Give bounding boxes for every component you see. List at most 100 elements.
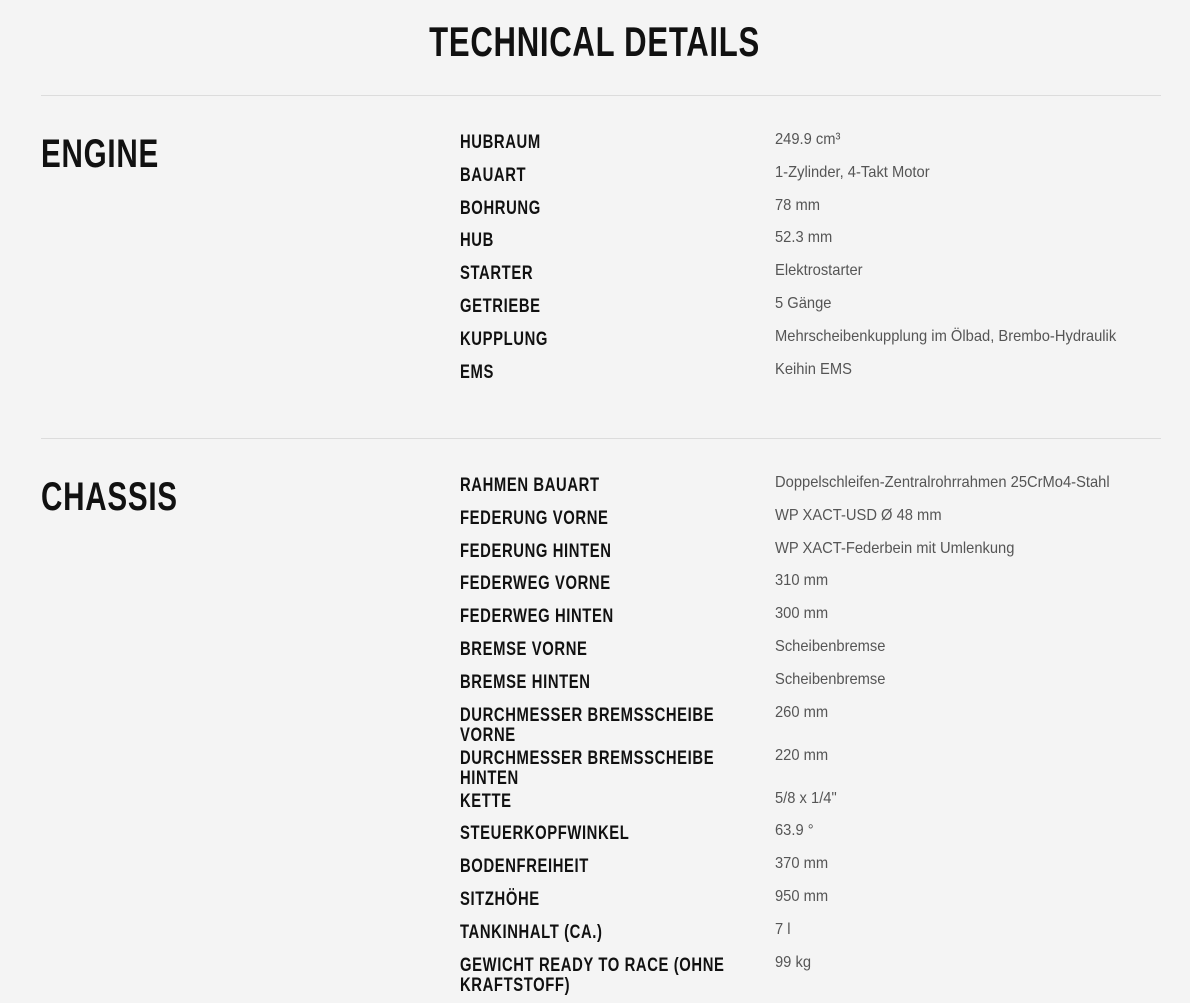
- spec-row: TANKINHALT (CA.) 7 l: [460, 920, 1161, 953]
- spec-label: GETRIEBE: [460, 294, 775, 327]
- spec-label: SITZHÖHE: [460, 887, 775, 920]
- spec-label-text: GEWICHT READY TO RACE (OHNE KRAFTSTOFF): [460, 953, 725, 996]
- spec-label-text: GETRIEBE: [460, 294, 541, 317]
- spec-label-text: STARTER: [460, 262, 534, 285]
- spec-label-text: SITZHÖHE: [460, 887, 540, 910]
- chassis-section: CHASSIS RAHMEN BAUART Doppelschleifen-Zen…: [41, 438, 1161, 1003]
- section-heading-text: ENGINE: [41, 132, 159, 176]
- spec-label: FEDERUNG VORNE: [460, 506, 775, 539]
- spec-value: Scheibenbremse: [775, 670, 886, 688]
- spec-row: DURCHMESSER BREMSSCHEIBE VORNE 260 mm: [460, 703, 1161, 746]
- spec-row: HUB 52.3 mm: [460, 228, 1161, 261]
- spec-row: HUBRAUM 249.9 cm³: [460, 130, 1161, 163]
- spec-label: DURCHMESSER BREMSSCHEIBE VORNE: [460, 703, 775, 746]
- spec-value: 1-Zylinder, 4-Takt Motor: [775, 163, 930, 181]
- spec-label-text: KUPPLUNG: [460, 327, 549, 350]
- spec-value: 99 kg: [775, 953, 812, 971]
- spec-value: 249.9 cm³: [775, 131, 841, 148]
- spec-label-text: DURCHMESSER BREMSSCHEIBE VORNE: [460, 703, 715, 746]
- spec-row: BOHRUNG 78 mm: [460, 196, 1161, 229]
- spec-row: FEDERUNG HINTEN WP XACT-Federbein mit Uml…: [460, 539, 1161, 572]
- spec-list: HUBRAUM 249.9 cm³ BAUART 1-Zylinder, 4-Takt…: [460, 130, 1161, 392]
- spec-value: 7 l: [775, 920, 791, 938]
- spec-label-text: BOHRUNG: [460, 196, 541, 219]
- spec-row: STEUERKOPFWINKEL 63.9 °: [460, 821, 1161, 854]
- spec-value: WP XACT-Federbein mit Umlenkung: [775, 539, 1015, 557]
- spec-value: 78 mm: [775, 196, 820, 214]
- spec-list: RAHMEN BAUART Doppelschleifen-Zentralrohr…: [460, 473, 1161, 996]
- spec-value: 260 mm: [775, 703, 829, 721]
- page-title: TECHNICAL DETAILS: [0, 18, 1190, 66]
- spec-label-text: EMS: [460, 360, 494, 383]
- section-heading-text: CHASSIS: [41, 475, 178, 519]
- spec-value: Doppelschleifen-Zentralrohrrahmen 25CrMo…: [775, 474, 1110, 491]
- spec-row: DURCHMESSER BREMSSCHEIBE HINTEN 220 mm: [460, 746, 1161, 789]
- spec-row: FEDERWEG VORNE 310 mm: [460, 571, 1161, 604]
- spec-row: BAUART 1-Zylinder, 4-Takt Motor: [460, 163, 1161, 196]
- spec-value: Elektrostarter: [775, 262, 863, 280]
- spec-label: BREMSE HINTEN: [460, 670, 775, 703]
- spec-label: BOHRUNG: [460, 196, 775, 229]
- spec-label: FEDERWEG HINTEN: [460, 604, 775, 637]
- spec-value: 63.9 °: [775, 822, 814, 840]
- spec-value: 5/8 x 1/4": [775, 789, 837, 807]
- spec-label-text: DURCHMESSER BREMSSCHEIBE HINTEN: [460, 746, 715, 789]
- spec-value: 52.3 mm: [775, 229, 833, 247]
- spec-label-text: FEDERWEG VORNE: [460, 572, 611, 595]
- spec-value: 220 mm: [775, 746, 829, 764]
- spec-row: SITZHÖHE 950 mm: [460, 887, 1161, 920]
- spec-label-text: FEDERUNG HINTEN: [460, 539, 612, 562]
- spec-label-text: STEUERKOPFWINKEL: [460, 822, 630, 845]
- spec-row: BREMSE HINTEN Scheibenbremse: [460, 670, 1161, 703]
- spec-row: FEDERWEG HINTEN 300 mm: [460, 604, 1161, 637]
- spec-label: EMS: [460, 360, 775, 393]
- spec-label-text: BREMSE HINTEN: [460, 670, 591, 693]
- section-heading: CHASSIS: [41, 475, 441, 520]
- spec-row: EMS Keihin EMS: [460, 360, 1161, 393]
- engine-section: ENGINE HUBRAUM 249.9 cm³ BAUART 1-Zylinder,…: [41, 95, 1161, 439]
- spec-value: Mehrscheibenkupplung im Ölbad, Brembo-Hy…: [775, 327, 1117, 345]
- spec-label-text: FEDERWEG HINTEN: [460, 605, 614, 628]
- spec-label: STEUERKOPFWINKEL: [460, 821, 775, 854]
- spec-row: GETRIEBE 5 Gänge: [460, 294, 1161, 327]
- spec-label-text: HUB: [460, 229, 494, 252]
- spec-row: GEWICHT READY TO RACE (OHNE KRAFTSTOFF) 9…: [460, 953, 1161, 996]
- spec-value: Keihin EMS: [775, 360, 852, 378]
- spec-label: HUB: [460, 228, 775, 261]
- spec-label: FEDERUNG HINTEN: [460, 539, 775, 572]
- spec-label: TANKINHALT (CA.): [460, 920, 775, 953]
- spec-label-text: FEDERUNG VORNE: [460, 506, 609, 529]
- spec-value: 300 mm: [775, 605, 829, 623]
- spec-label: BODENFREIHEIT: [460, 854, 775, 887]
- page-title-text: TECHNICAL DETAILS: [429, 18, 761, 65]
- spec-label: DURCHMESSER BREMSSCHEIBE HINTEN: [460, 746, 775, 789]
- spec-value: Scheibenbremse: [775, 637, 886, 655]
- spec-label-text: BODENFREIHEIT: [460, 855, 589, 878]
- spec-row: KUPPLUNG Mehrscheibenkupplung im Ölbad, B…: [460, 327, 1161, 360]
- spec-label: GEWICHT READY TO RACE (OHNE KRAFTSTOFF): [460, 953, 775, 996]
- spec-label: HUBRAUM: [460, 130, 775, 163]
- spec-row: BODENFREIHEIT 370 mm: [460, 854, 1161, 887]
- spec-row: STARTER Elektrostarter: [460, 261, 1161, 294]
- spec-value: 950 mm: [775, 887, 829, 905]
- spec-row: BREMSE VORNE Scheibenbremse: [460, 637, 1161, 670]
- section-heading: ENGINE: [41, 132, 441, 177]
- spec-label-text: BREMSE VORNE: [460, 637, 588, 660]
- spec-row: RAHMEN BAUART Doppelschleifen-Zentralrohr…: [460, 473, 1161, 506]
- spec-label: FEDERWEG VORNE: [460, 571, 775, 604]
- spec-value: 310 mm: [775, 572, 829, 590]
- spec-label: BAUART: [460, 163, 775, 196]
- spec-label: RAHMEN BAUART: [460, 473, 775, 506]
- spec-label-text: BAUART: [460, 163, 527, 186]
- spec-label-text: RAHMEN BAUART: [460, 474, 600, 496]
- spec-value: WP XACT-USD Ø 48 mm: [775, 506, 942, 524]
- spec-row: FEDERUNG VORNE WP XACT-USD Ø 48 mm: [460, 506, 1161, 539]
- spec-row: KETTE 5/8 x 1/4": [460, 789, 1161, 822]
- spec-label-text: KETTE: [460, 789, 512, 812]
- spec-value: 370 mm: [775, 855, 829, 873]
- spec-label-text: HUBRAUM: [460, 131, 541, 153]
- spec-label: BREMSE VORNE: [460, 637, 775, 670]
- spec-value: 5 Gänge: [775, 294, 832, 312]
- spec-label: STARTER: [460, 261, 775, 294]
- spec-label: KETTE: [460, 789, 775, 822]
